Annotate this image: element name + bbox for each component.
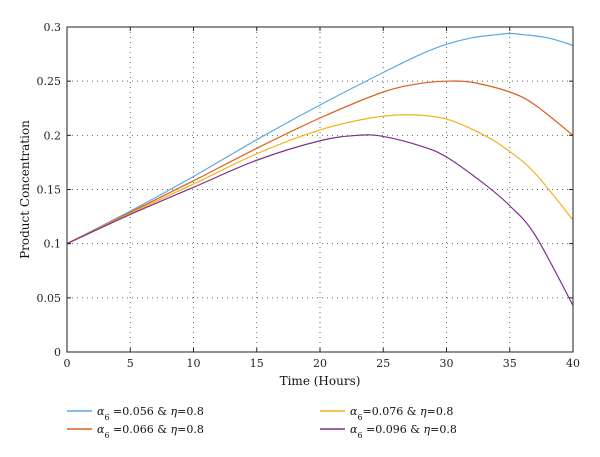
series-line-2 xyxy=(66,80,574,245)
series-line-3 xyxy=(66,114,574,245)
y-tick-label: 0 xyxy=(54,346,61,359)
x-axis-ticks: 0 5 10 15 20 25 30 35 40 xyxy=(64,27,580,370)
x-tick-label: 5 xyxy=(127,357,134,370)
legend: α6 =0.056 & η=0.8α6 =0.066 & η=0.8 α6=0.0… xyxy=(67,405,457,440)
y-tick-label: 0.1 xyxy=(44,238,62,251)
y-tick-label: 0.3 xyxy=(44,21,62,34)
legend-label-1: α6 =0.056 & η=0.8 xyxy=(97,405,204,422)
series-line-4 xyxy=(66,134,574,306)
y-axis-label: Product Concentration xyxy=(18,120,32,259)
y-tick-label: 0.25 xyxy=(37,75,62,88)
x-tick-label: 0 xyxy=(64,357,71,370)
x-tick-label: 10 xyxy=(187,357,201,370)
x-tick-label: 25 xyxy=(376,357,390,370)
legend-label-4: α6 =0.096 & η=0.8 xyxy=(350,423,457,440)
series-lines xyxy=(66,32,574,306)
y-tick-label: 0.05 xyxy=(37,292,62,305)
legend-label-2: α6 =0.066 & η=0.8 xyxy=(97,423,204,440)
y-tick-label: 0.15 xyxy=(37,184,62,197)
x-tick-label: 30 xyxy=(440,357,454,370)
x-tick-label: 35 xyxy=(503,357,517,370)
x-tick-label: 40 xyxy=(566,357,580,370)
y-tick-label: 0.2 xyxy=(44,129,62,142)
grid xyxy=(67,27,573,352)
x-axis-label: Time (Hours) xyxy=(280,374,361,388)
y-axis-ticks: 0 0.05 0.1 0.15 0.2 0.25 0.3 xyxy=(37,21,573,359)
x-tick-label: 15 xyxy=(250,357,264,370)
legend-label-3: α6=0.076 & η=0.8 xyxy=(350,405,453,422)
x-tick-label: 20 xyxy=(313,357,327,370)
series-line-1 xyxy=(66,32,574,245)
